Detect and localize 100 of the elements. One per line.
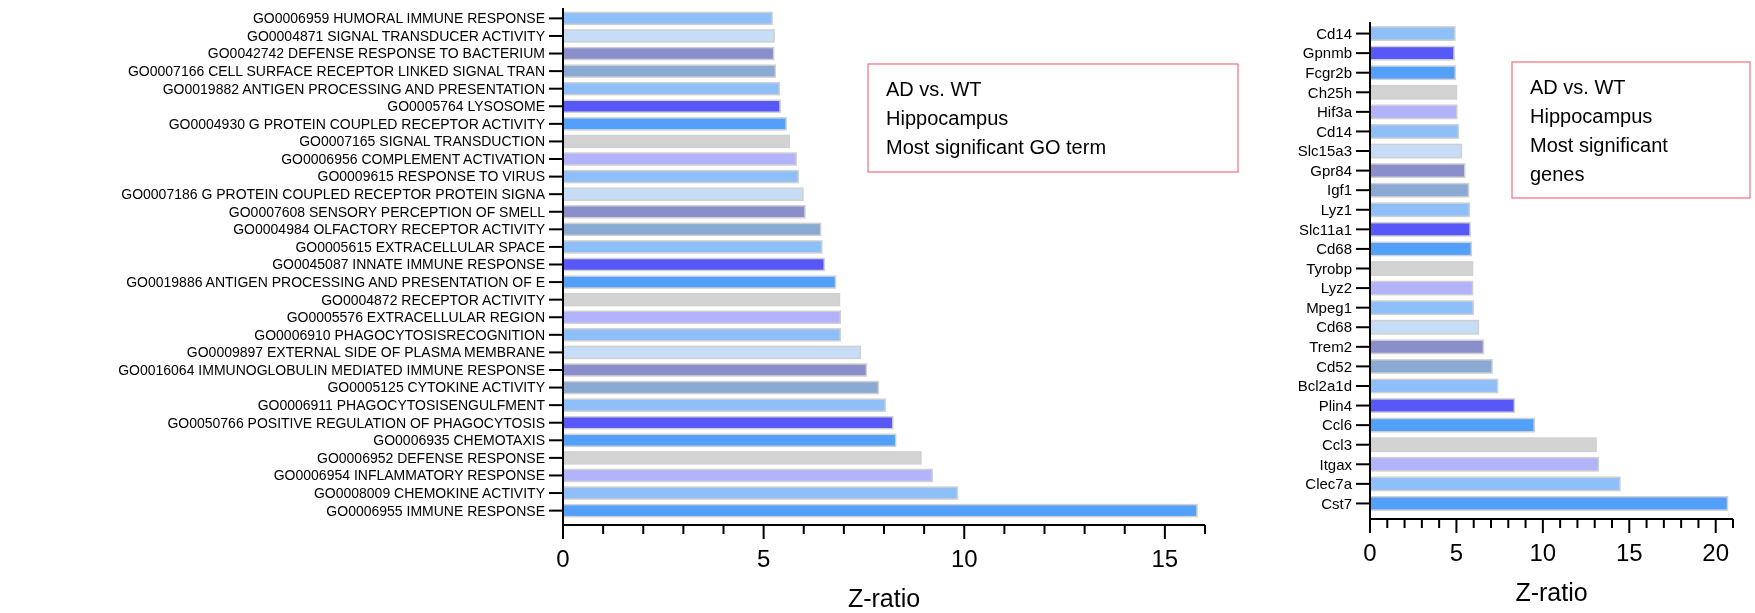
annotation: Hippocampus [1530,105,1653,127]
y-tick-label: Tyrobp [1306,259,1352,277]
bar [1369,241,1473,257]
bar [1369,84,1458,100]
y-tick-label: GO0007166 CELL SURFACE RECEPTOR LINKED SIGNAL TRAN [127,63,545,80]
y-tick-label: GO0007186 G PROTEIN COUPLED RECEPTOR PROTEIN SIGNA [121,186,546,203]
y-tick-label: GO0005764 LYSOSOME [387,98,545,115]
bar [562,328,842,342]
y-tick-label: GO0008009 CHEMOKINE ACTIVITY [313,484,546,501]
bar [562,257,825,272]
bar [1369,261,1474,276]
bar [1369,45,1455,61]
annotation: Most significant genes [1530,134,1669,185]
x-tick-label: 0 [556,545,570,572]
bar [562,275,837,289]
bar [562,468,933,483]
x-tick-label: 0 [1363,539,1377,566]
bar [1369,65,1456,81]
y-tick-label: GO0019886 ANTIGEN PROCESSING AND PRESENTATION OF E [126,273,545,290]
bar [562,451,922,465]
y-tick-label: Cd52 [1316,357,1352,375]
y-tick-label: Cst7 [1321,494,1352,512]
bar [1369,476,1621,492]
y-tick-label: GO0016064 IMMUNOGLOBULIN MEDIATED IMMUNE RESPONSE [118,361,545,378]
bar [562,380,880,395]
bar [562,486,959,500]
y-tick-label: GO0006911 PHAGOCYTOSISENGULFMENT [257,397,546,414]
bar [562,99,781,113]
y-tick-label: GO0006954 INFLAMMATORY RESPONSE [273,467,545,484]
y-tick-label: Ccl3 [1321,435,1352,453]
bar [562,240,823,254]
x-axis-title: Z-ratio [847,584,921,612]
bar [562,363,868,377]
y-tick-label: GO0005125 CYTOKINE ACTIVITY [327,379,546,396]
bar [1369,124,1460,139]
y-tick-label: GO0005576 EXTRACELLULAR REGION [286,309,545,326]
bar [1369,104,1458,120]
bar [1369,143,1463,159]
y-tick-label: GO0004871 SIGNAL TRANSDUCER ACTIVITY [247,27,546,44]
bar [1369,202,1471,218]
x-axis-title: Z-ratio [1515,578,1588,606]
bar [1369,358,1493,374]
bar [1369,437,1597,453]
y-tick-label: Slc11a1 [1298,220,1352,238]
annotation: Most significant GO term [886,136,1107,158]
y-tick-label: GO0004872 RECEPTOR ACTIVITY [321,291,546,308]
y-tick-label: GO0004984 OLFACTORY RECEPTOR ACTIVITY [233,221,546,238]
y-tick-label: Cd14 [1316,24,1352,42]
x-tick-label: 15 [1615,539,1643,566]
bar [562,433,897,448]
y-tick-label: Slc15a3 [1297,142,1352,160]
y-tick-label: GO0006959 HUMORAL IMMUNE RESPONSE [252,10,545,27]
y-tick-label: GO0006910 PHAGOCYTOSISRECOGNITION [254,326,545,343]
bar [562,398,886,412]
x-tick-label: 15 [1151,545,1179,572]
y-tick-label: GO0005615 EXTRACELLULAR SPACE [295,238,545,255]
annotation: Hippocampus [886,107,1009,129]
y-tick-label: GO0007165 SIGNAL TRANSDUCTION [299,133,545,150]
bar [562,503,1198,518]
y-tick-label: Lyz2 [1320,279,1352,297]
bar [1369,417,1535,433]
y-tick-label: Gpnmb [1302,44,1352,62]
y-tick-label: GO0006956 COMPLEMENT ACTIVATION [281,150,545,167]
x-tick-label: 5 [756,545,771,572]
y-tick-label: Cd68 [1316,240,1352,258]
y-tick-label: Ccl6 [1321,416,1352,434]
bar [562,222,822,237]
y-tick-label: Mpeg1 [1306,298,1352,316]
bar [562,46,775,61]
bar [1369,339,1485,355]
y-tick-label: Cd14 [1316,122,1352,140]
bar [562,169,799,184]
annotation: AD vs. WT [886,78,982,100]
bar [562,11,773,26]
y-tick-label: Gpr84 [1310,161,1352,179]
bar [1369,319,1480,335]
x-tick-label: 20 [1702,539,1730,566]
bar [562,81,781,96]
bar [562,345,862,360]
y-tick-label: Plin4 [1318,396,1352,414]
y-tick-label: GO0007608 SENSORY PERCEPTION OF SMELL [228,203,546,220]
y-tick-label: GO0050766 POSITIVE REGULATION OF PHAGOCYTOSIS [167,414,545,431]
y-tick-label: Trem2 [1309,338,1352,356]
bar [562,292,841,307]
y-tick-label: Itgax [1319,455,1353,473]
bar [562,64,777,78]
y-tick-label: GO0006952 DEFENSE RESPONSE [317,449,545,466]
bar [1369,182,1470,198]
x-tick-label: 5 [1449,539,1464,566]
bar [562,205,806,219]
y-tick-label: GO0009615 RESPONSE TO VIRUS [317,168,545,185]
bar [1369,456,1600,472]
bar [562,187,804,201]
y-tick-label: GO0019882 ANTIGEN PROCESSING AND PRESENTATION [162,80,545,97]
y-tick-label: Hif3a [1316,103,1353,121]
bar [562,134,791,149]
y-tick-label: Lyz1 [1320,201,1352,219]
y-tick-label: GO0042742 DEFENSE RESPONSE TO BACTERIUM [207,45,545,62]
y-tick-label: GO0004930 G PROTEIN COUPLED RECEPTOR ACTIVITY [168,115,546,132]
bar [562,152,797,166]
